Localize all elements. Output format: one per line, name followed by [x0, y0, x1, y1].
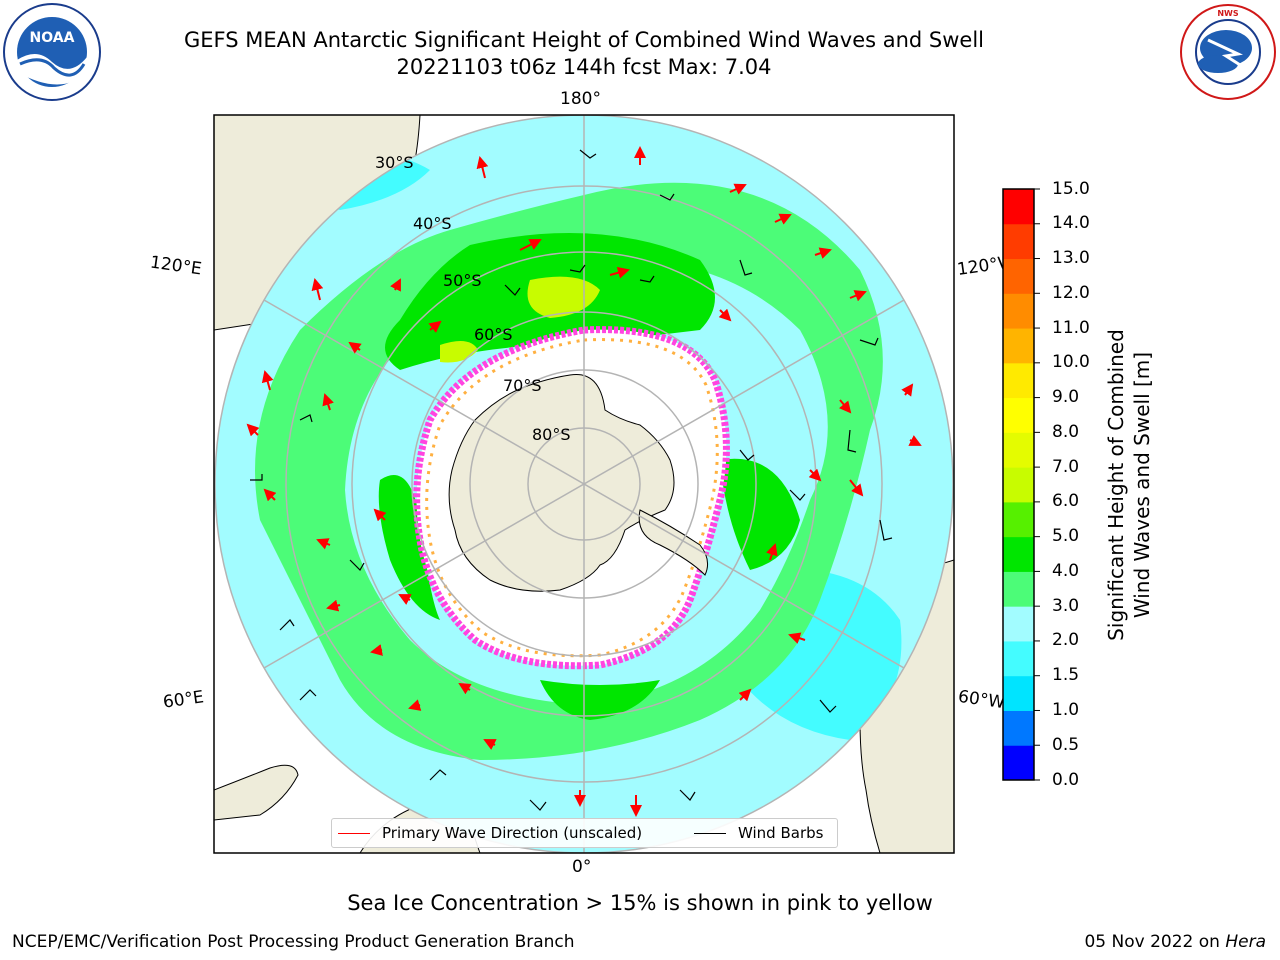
colorbar-segment [1003, 432, 1034, 468]
colorbar-tick-label: 0.0 [1052, 769, 1080, 790]
date-text: 05 Nov 2022 on Hera [1084, 932, 1266, 952]
colorbar-segment [1003, 710, 1034, 746]
legend-wind-barbs: Wind Barbs [694, 824, 823, 842]
colorbar-tick-label: 15.0 [1052, 178, 1090, 199]
colorbar-tick-label: 3.0 [1052, 595, 1080, 616]
legend-barb-line [694, 833, 726, 834]
colorbar-tick-label: 0.5 [1052, 734, 1080, 755]
colorbar-segment [1003, 189, 1034, 225]
colorbar-segment [1003, 501, 1034, 538]
colorbar-label: Significant Height of Combined Wind Wave… [1104, 329, 1154, 641]
sea-ice-note: Sea Ice Concentration > 15% is shown in … [347, 891, 933, 915]
colorbar-tick-label: 9.0 [1052, 387, 1080, 408]
colorbar-segment [1003, 467, 1034, 503]
colorbar-segment [1003, 397, 1034, 433]
wave-direction-arrows [246, 146, 922, 817]
lat-label-30s: 30°S [375, 153, 414, 172]
colorbar-tick-label: 14.0 [1052, 213, 1090, 234]
colorbar-segment [1003, 571, 1034, 607]
graticule [214, 115, 954, 853]
lat-label-70s: 70°S [503, 376, 542, 395]
colorbar-tick-label: 2.0 [1052, 630, 1080, 651]
lon-label-180: 180° [560, 89, 601, 109]
chart-title: GEFS MEAN Antarctic Significant Height o… [183, 28, 985, 52]
colorbar-tick-label: 1.5 [1052, 665, 1080, 686]
colorbar-tick-label: 12.0 [1052, 282, 1090, 303]
colorbar-segment [1003, 328, 1034, 364]
colorbar-tick-label: 13.0 [1052, 248, 1090, 269]
colorbar-segment [1003, 536, 1034, 572]
credit-text: NCEP/EMC/Verification Post Processing Pr… [12, 932, 575, 952]
colorbar-tick-label: 7.0 [1052, 456, 1080, 477]
colorbar-segment [1003, 223, 1034, 260]
colorbar-segment [1003, 606, 1034, 642]
lon-label-0: 0° [572, 857, 592, 877]
chart-subtitle: 20221103 t06z 144h fcst Max: 7.04 [396, 55, 772, 79]
colorbar-segment [1003, 640, 1034, 677]
lat-label-60s: 60°S [474, 325, 513, 344]
noaa-logo: NOAA [3, 3, 101, 101]
colorbar-segment [1003, 293, 1034, 329]
legend-wave-direction: Primary Wave Direction (unscaled) [338, 824, 642, 842]
colorbar-tick-label: 1.0 [1052, 699, 1080, 720]
svg-text:NWS: NWS [1217, 9, 1239, 18]
colorbar-segment [1003, 745, 1034, 781]
legend-wave-line [338, 833, 370, 834]
colorbar-tick-label: 5.0 [1052, 526, 1080, 547]
africa-land [214, 764, 299, 821]
map-legend: Primary Wave Direction (unscaled) Wind B… [331, 818, 838, 848]
colorbar-border [1002, 188, 1035, 781]
nws-logo: NWS [1180, 4, 1276, 100]
colorbar-tick-label: 4.0 [1052, 560, 1080, 581]
lat-label-40s: 40°S [413, 214, 452, 233]
lat-label-50s: 50°S [443, 271, 482, 290]
svg-text:NOAA: NOAA [30, 30, 75, 46]
colorbar-tick-label: 11.0 [1052, 317, 1090, 338]
colorbar-tick-label: 6.0 [1052, 491, 1080, 512]
colorbar-segment [1003, 362, 1034, 399]
lat-label-80s: 80°S [532, 425, 571, 444]
colorbar-segment [1003, 258, 1034, 294]
colorbar-tick-label: 10.0 [1052, 352, 1090, 373]
colorbar-tick-label: 8.0 [1052, 421, 1080, 442]
wind-barbs [250, 149, 893, 811]
colorbar-segment [1003, 675, 1034, 711]
